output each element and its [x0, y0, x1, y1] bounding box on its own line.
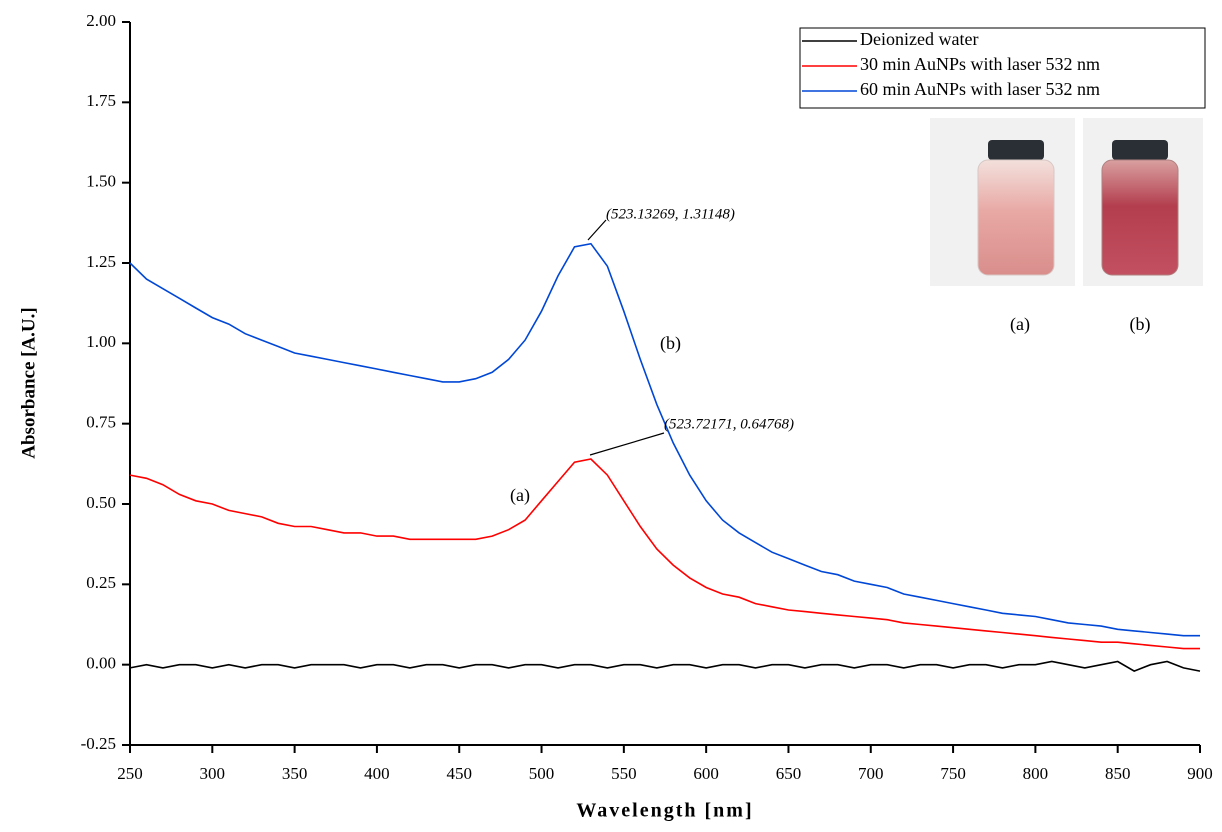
x-tick-label: 700: [858, 764, 884, 783]
y-axis-title: Absorbance [A.U.]: [18, 307, 39, 458]
y-tick-label: 0.00: [86, 654, 116, 673]
x-tick-label: 750: [940, 764, 966, 783]
x-tick-label: 250: [117, 764, 143, 783]
x-tick-label: 850: [1105, 764, 1131, 783]
annotation-leader: [587, 219, 607, 241]
y-tick-label: 0.25: [86, 573, 116, 592]
y-tick-label: 1.75: [86, 91, 116, 110]
x-tick-label: 300: [200, 764, 226, 783]
x-tick-label: 900: [1187, 764, 1213, 783]
x-tick-label: 450: [446, 764, 472, 783]
x-tick-label: 600: [693, 764, 719, 783]
y-tick-label: -0.25: [81, 734, 116, 753]
inset-label: (b): [1130, 314, 1151, 335]
y-tick-label: 1.00: [86, 332, 116, 351]
x-tick-label: 500: [529, 764, 555, 783]
legend-box: [799, 27, 1206, 109]
series-line: [129, 458, 1200, 650]
inset-label: (a): [1010, 314, 1030, 335]
legend-label: 60 min AuNPs with laser 532 nm: [860, 79, 1100, 99]
y-tick-label: 0.50: [86, 493, 116, 512]
x-tick-label: 650: [776, 764, 802, 783]
annotation: (a): [510, 485, 530, 506]
x-tick-label: 550: [611, 764, 637, 783]
annotation: (523.13269, 1.31148): [606, 206, 735, 222]
y-tick-label: 1.25: [86, 252, 116, 271]
x-tick-label: 350: [282, 764, 308, 783]
series-line: [129, 242, 1200, 637]
x-axis-title: Wavelength [nm]: [576, 800, 753, 822]
inset-photos: [930, 118, 1203, 286]
annotation: (523.72171, 0.64768): [664, 416, 794, 432]
legend-label: 30 min AuNPs with laser 532 nm: [860, 54, 1100, 74]
x-tick-label: 800: [1023, 764, 1049, 783]
series-line: [129, 660, 1201, 672]
annotation-leader: [589, 432, 665, 456]
annotation: (b): [660, 333, 681, 354]
legend-label: Deionized water: [860, 29, 978, 49]
y-tick-label: 1.50: [86, 172, 116, 191]
y-tick-label: 0.75: [86, 413, 116, 432]
x-tick-label: 400: [364, 764, 390, 783]
y-tick-label: 2.00: [86, 11, 116, 30]
